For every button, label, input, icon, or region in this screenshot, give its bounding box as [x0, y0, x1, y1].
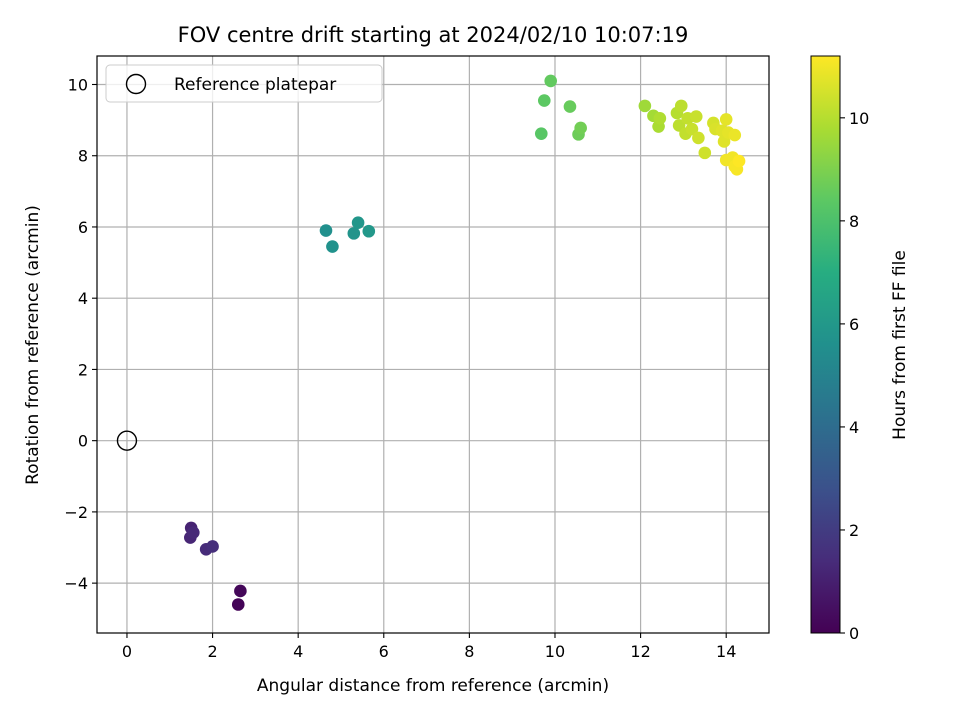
- x-axis-label: Angular distance from reference (arcmin): [257, 676, 609, 696]
- y-tick-label: 0: [78, 432, 88, 451]
- data-point: [685, 122, 699, 136]
- x-tick-label: 0: [122, 642, 132, 661]
- data-point: [351, 216, 365, 229]
- legend-box: [105, 64, 383, 103]
- x-tick-label: 2: [207, 642, 217, 661]
- data-point: [574, 121, 587, 135]
- y-tick-label: −2: [64, 503, 88, 522]
- data-point: [206, 540, 219, 553]
- x-tick-label: 4: [293, 642, 303, 661]
- data-point: [326, 240, 339, 253]
- x-axis-ticks: 0 2 4 6 8 10 12 14: [122, 633, 736, 661]
- chart-title: FOV centre drift starting at 2024/02/10 …: [178, 23, 689, 47]
- data-point: [692, 131, 705, 145]
- data-point: [653, 112, 667, 125]
- colorbar-label: Hours from first FF file: [890, 250, 910, 440]
- data-point: [534, 127, 548, 140]
- y-tick-label: 6: [78, 218, 88, 237]
- colorbar-tick-label: 0: [849, 624, 859, 643]
- colorbar: 0 2 4 6 8 10 Hours from first FF file: [810, 55, 910, 643]
- y-axis-label: Rotation from reference (arcmin): [23, 205, 43, 485]
- colorbar-tick-label: 8: [849, 212, 859, 231]
- legend-marker-reference: [125, 73, 147, 95]
- reference-platepar-marker: [116, 430, 138, 451]
- x-tick-label: 14: [716, 642, 736, 661]
- legend: Reference platepar: [105, 64, 383, 103]
- data-point: [719, 113, 733, 126]
- y-tick-label: 8: [78, 147, 88, 166]
- x-tick-label: 12: [630, 642, 650, 661]
- y-tick-label: 10: [68, 75, 88, 94]
- colorbar-ticks: 0 2 4 6 8 10: [840, 109, 869, 643]
- data-point: [732, 154, 746, 168]
- data-point: [234, 584, 247, 598]
- data-point: [674, 99, 688, 113]
- x-tick-label: 6: [379, 642, 389, 661]
- y-tick-label: 2: [78, 360, 88, 379]
- data-point: [319, 224, 333, 237]
- colorbar-tick-label: 2: [849, 521, 859, 540]
- y-axis-ticks: −4 −2 0 2 4 6 8 10: [64, 75, 97, 593]
- plot-frame: [96, 55, 770, 634]
- grid: [97, 56, 769, 633]
- x-tick-label: 10: [545, 642, 565, 661]
- y-tick-label: 4: [78, 289, 88, 308]
- data-point: [689, 110, 703, 123]
- data-point: [728, 128, 742, 142]
- colorbar-gradient: [810, 55, 841, 634]
- data-point: [362, 224, 376, 238]
- data-point: [638, 99, 652, 113]
- data-points: [116, 74, 746, 611]
- data-point: [231, 598, 245, 611]
- data-point: [537, 94, 551, 107]
- data-point: [563, 100, 577, 113]
- legend-label-reference: Reference platepar: [174, 75, 336, 95]
- data-point: [698, 146, 712, 160]
- data-point: [347, 227, 361, 240]
- x-tick-label: 8: [464, 642, 474, 661]
- y-tick-label: −4: [64, 574, 88, 593]
- data-point: [187, 526, 200, 539]
- data-point: [544, 74, 558, 88]
- colorbar-tick-label: 6: [849, 315, 859, 334]
- colorbar-tick-label: 4: [849, 418, 859, 437]
- colorbar-tick-label: 10: [849, 109, 869, 128]
